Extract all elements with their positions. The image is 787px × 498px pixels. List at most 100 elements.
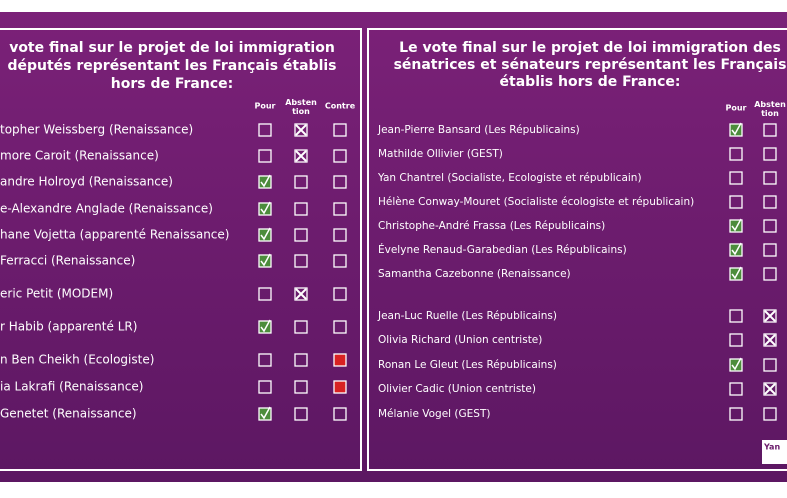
member-name: Mathilde Ollivier (GEST) bbox=[378, 148, 503, 160]
checkbox bbox=[729, 147, 743, 161]
column-header: Pour bbox=[255, 102, 276, 111]
check-mark bbox=[260, 201, 271, 215]
column-header: Absten tion bbox=[754, 100, 786, 118]
checkbox bbox=[294, 380, 308, 394]
member-name: ia Lakrafi (Renaissance) bbox=[0, 380, 143, 394]
check-mark bbox=[260, 406, 271, 420]
checkbox bbox=[763, 171, 777, 185]
checkbox bbox=[333, 254, 347, 268]
check-mark bbox=[731, 266, 742, 280]
checkbox bbox=[294, 228, 308, 242]
checkbox bbox=[333, 287, 347, 301]
check-mark bbox=[260, 174, 271, 188]
checkbox bbox=[333, 228, 347, 242]
checkbox bbox=[294, 287, 308, 301]
member-name: more Caroit (Renaissance) bbox=[0, 149, 159, 163]
checkbox bbox=[294, 320, 308, 334]
check-mark bbox=[260, 253, 271, 267]
column-header: Absten tion bbox=[285, 98, 317, 116]
panel-title: Le vote final sur le projet de loi immig… bbox=[399, 40, 781, 56]
checkbox bbox=[294, 175, 308, 189]
member-name: n Ben Cheikh (Ecologiste) bbox=[0, 353, 154, 367]
check-mark bbox=[731, 242, 742, 256]
member-name: topher Weissberg (Renaissance) bbox=[0, 123, 193, 137]
panel-title: hors de France: bbox=[111, 76, 233, 92]
checkbox bbox=[333, 407, 347, 421]
panel-title: établis hors de France: bbox=[500, 74, 681, 90]
column-header: Contre bbox=[325, 102, 356, 111]
checkbox bbox=[333, 202, 347, 216]
checkbox bbox=[333, 175, 347, 189]
checkbox bbox=[258, 287, 272, 301]
column-header: Pour bbox=[726, 104, 747, 113]
member-name: Christophe-André Frassa (Les Républicain… bbox=[378, 220, 605, 232]
checkbox bbox=[729, 309, 743, 323]
checkbox bbox=[729, 333, 743, 347]
checkbox bbox=[333, 320, 347, 334]
logo: Yan bbox=[763, 443, 780, 452]
member-name: hane Vojetta (apparenté Renaissance) bbox=[0, 228, 229, 242]
checkbox bbox=[294, 149, 308, 163]
checkbox bbox=[763, 358, 777, 372]
checkbox bbox=[763, 219, 777, 233]
member-name: Samantha Cazebonne (Renaissance) bbox=[378, 268, 571, 280]
member-name: andre Holroyd (Renaissance) bbox=[0, 175, 173, 189]
checkbox bbox=[763, 407, 777, 421]
check-mark bbox=[731, 357, 742, 371]
check-mark bbox=[731, 122, 742, 136]
member-name: Jean-Pierre Bansard (Les Républicains) bbox=[377, 124, 580, 136]
panel-title: sénatrices et sénateurs représentant les… bbox=[394, 57, 787, 73]
cross-mark bbox=[295, 288, 307, 300]
member-name: Olivier Cadic (Union centriste) bbox=[378, 383, 536, 395]
checkbox bbox=[763, 267, 777, 281]
checkbox bbox=[763, 123, 777, 137]
checkbox bbox=[763, 243, 777, 257]
checkbox bbox=[729, 195, 743, 209]
cross-mark bbox=[295, 124, 307, 136]
checkbox bbox=[763, 147, 777, 161]
panel-frame bbox=[0, 28, 362, 471]
checkbox bbox=[763, 195, 777, 209]
checkbox bbox=[333, 123, 347, 137]
panel-frame bbox=[367, 28, 787, 471]
checkbox bbox=[763, 309, 777, 323]
check-mark bbox=[731, 218, 742, 232]
checkbox bbox=[294, 407, 308, 421]
member-name: Ronan Le Gleut (Les Républicains) bbox=[378, 359, 557, 371]
cross-mark bbox=[764, 310, 776, 322]
cross-mark bbox=[764, 383, 776, 395]
logo-box bbox=[762, 440, 787, 464]
checkbox bbox=[258, 149, 272, 163]
cross-mark bbox=[295, 150, 307, 162]
check-mark bbox=[260, 227, 271, 241]
checkbox bbox=[333, 149, 347, 163]
checkbox bbox=[333, 353, 347, 367]
checkbox bbox=[294, 123, 308, 137]
checkbox bbox=[729, 382, 743, 396]
checkbox bbox=[294, 202, 308, 216]
member-name: Yan Chantrel (Socialiste, Ecologiste et … bbox=[377, 172, 642, 184]
member-name: Hélène Conway-Mouret (Socialiste écologi… bbox=[378, 196, 694, 208]
member-name: Mélanie Vogel (GEST) bbox=[378, 408, 490, 420]
member-name: Olivia Richard (Union centriste) bbox=[378, 334, 542, 346]
background bbox=[0, 12, 787, 482]
checkbox bbox=[258, 123, 272, 137]
member-name: Évelyne Renaud-Garabedian (Les Républica… bbox=[378, 243, 627, 256]
checkbox bbox=[763, 382, 777, 396]
checkbox bbox=[294, 254, 308, 268]
checkbox bbox=[763, 333, 777, 347]
member-name: e-Alexandre Anglade (Renaissance) bbox=[0, 202, 213, 216]
cross-mark bbox=[764, 334, 776, 346]
checkbox bbox=[258, 353, 272, 367]
panel-title: députés représentant les Français établi… bbox=[7, 58, 336, 74]
member-name: eric Petit (MODEM) bbox=[0, 287, 113, 301]
panel-title: vote final sur le projet de loi immigrat… bbox=[9, 40, 335, 56]
member-name: Ferracci (Renaissance) bbox=[0, 254, 135, 268]
checkbox bbox=[258, 380, 272, 394]
member-name: Jean-Luc Ruelle (Les Républicains) bbox=[377, 310, 557, 322]
checkbox bbox=[294, 353, 308, 367]
check-mark bbox=[260, 319, 271, 333]
checkbox bbox=[729, 407, 743, 421]
checkbox bbox=[333, 380, 347, 394]
